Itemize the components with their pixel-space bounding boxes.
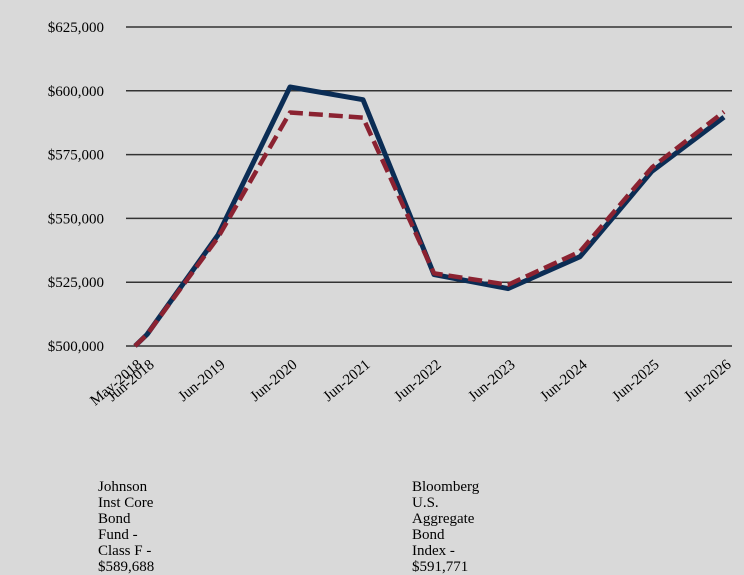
- x-tick-label: Jun-2019: [176, 357, 229, 405]
- legend-label-fund-line1: Johnson Inst Core Bond Fund -: [98, 479, 154, 543]
- y-tick-label: $550,000: [48, 211, 104, 227]
- y-tick-label: $500,000: [48, 339, 104, 355]
- x-tick-label: Jun-2024: [538, 356, 591, 404]
- x-tick-label: Jun-2023: [466, 357, 519, 405]
- y-tick-label: $600,000: [48, 84, 104, 100]
- series-line-index: [133, 110, 726, 348]
- legend: Johnson Inst Core Bond Fund - Class F - …: [0, 476, 744, 575]
- x-tick-label: Jun-2021: [321, 357, 374, 405]
- legend-label-fund-line2: Class F - $589,688: [98, 543, 155, 575]
- y-tick-label: $625,000: [48, 20, 104, 36]
- legend-label-index-line2: Index - $591,771: [412, 543, 469, 575]
- x-tick-label: Jun-2020: [248, 357, 301, 405]
- x-tick-label: Jun-2022: [392, 357, 445, 405]
- legend-label-index-line1: Bloomberg U.S. Aggregate Bond: [412, 479, 480, 543]
- line-chart: $500,000 $525,000 $550,000 $575,000 $600,000…: [48, 20, 735, 409]
- series-lines: [133, 84, 726, 348]
- y-axis-tick-labels: $500,000 $525,000 $550,000 $575,000 $600,000…: [48, 20, 104, 355]
- x-tick-label: Jun-2025: [610, 357, 663, 405]
- x-tick-label: Jun-2026: [682, 356, 735, 404]
- y-tick-label: $575,000: [48, 148, 104, 164]
- legend-label-index: Bloomberg U.S. Aggregate Bond Index - $5…: [412, 479, 479, 575]
- y-tick-label: $525,000: [48, 275, 104, 291]
- series-line-fund: [133, 84, 726, 348]
- legend-label-fund: Johnson Inst Core Bond Fund - Class F - …: [98, 479, 154, 575]
